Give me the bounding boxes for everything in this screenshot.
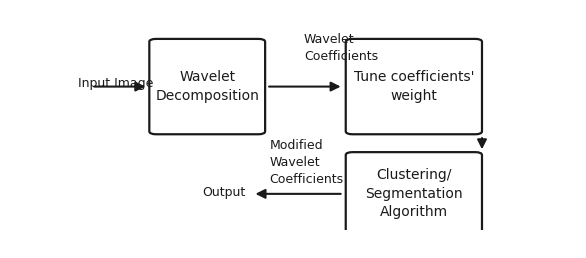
- FancyBboxPatch shape: [346, 39, 482, 134]
- Text: Tune coefficients'
weight: Tune coefficients' weight: [353, 70, 474, 103]
- FancyBboxPatch shape: [149, 39, 265, 134]
- Text: Wavelet
Coefficients: Wavelet Coefficients: [304, 33, 378, 63]
- Text: Output: Output: [203, 186, 246, 199]
- FancyBboxPatch shape: [346, 152, 482, 236]
- Text: Modified
Wavelet
Coefficients: Modified Wavelet Coefficients: [270, 139, 343, 186]
- Text: Clustering/
Segmentation
Algorithm: Clustering/ Segmentation Algorithm: [365, 168, 463, 219]
- Text: Wavelet
Decomposition: Wavelet Decomposition: [155, 70, 259, 103]
- Text: Input Image: Input Image: [78, 77, 153, 90]
